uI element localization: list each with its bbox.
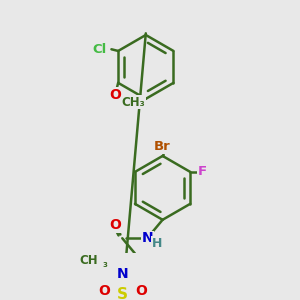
Text: Cl: Cl bbox=[92, 43, 106, 56]
Text: CH₃: CH₃ bbox=[122, 96, 145, 109]
Text: CH: CH bbox=[79, 254, 98, 267]
Text: O: O bbox=[135, 284, 147, 298]
Text: O: O bbox=[110, 218, 122, 232]
Text: F: F bbox=[197, 165, 207, 178]
Text: ₃: ₃ bbox=[102, 259, 107, 269]
Text: H: H bbox=[152, 237, 162, 250]
Text: Br: Br bbox=[154, 140, 171, 153]
Text: O: O bbox=[98, 284, 110, 298]
Text: N: N bbox=[116, 266, 128, 280]
Text: S: S bbox=[117, 287, 128, 300]
Text: N: N bbox=[142, 231, 153, 245]
Text: O: O bbox=[109, 88, 121, 102]
